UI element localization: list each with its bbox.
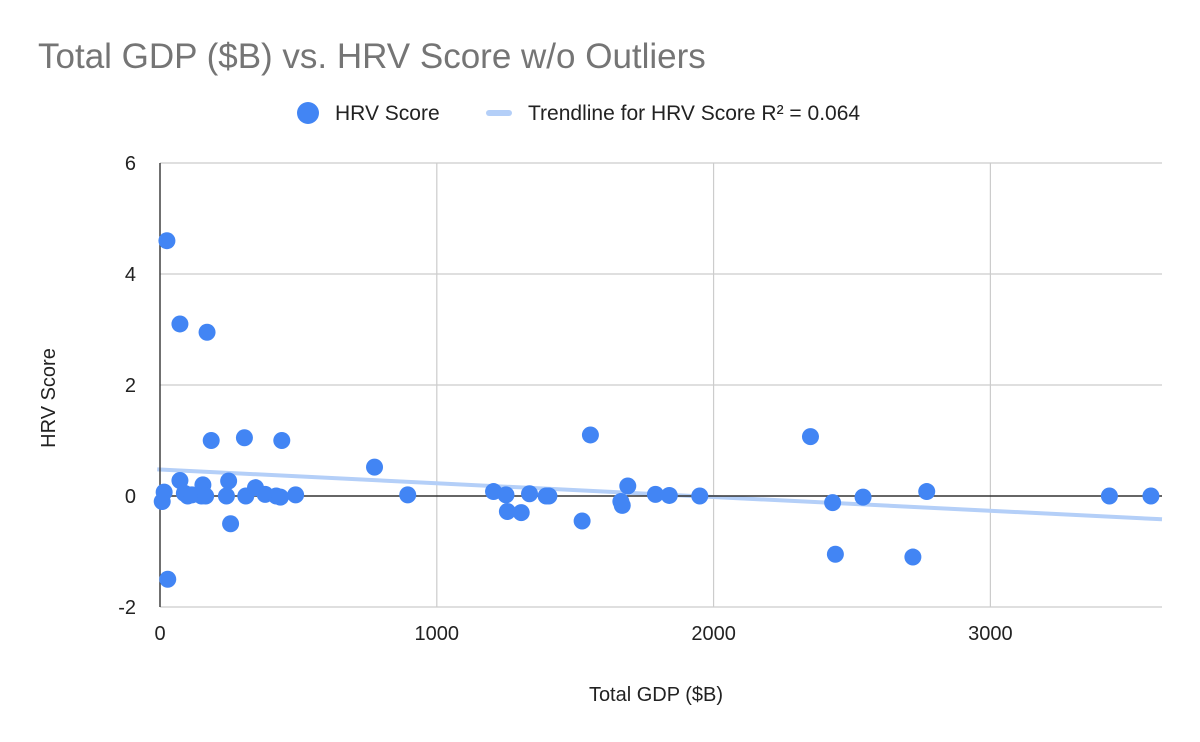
- y-axis-title: HRV Score: [38, 348, 60, 448]
- data-point: [646, 485, 664, 503]
- data-point: [497, 486, 515, 504]
- data-point: [512, 504, 530, 522]
- data-point: [171, 471, 189, 489]
- data-point: [498, 503, 516, 521]
- data-point: [691, 487, 709, 505]
- x-tick-label: 2000: [691, 623, 736, 645]
- data-point: [198, 323, 216, 341]
- data-point: [271, 488, 289, 506]
- data-point: [918, 483, 936, 501]
- data-point: [158, 232, 176, 250]
- data-point: [801, 428, 819, 446]
- data-point: [613, 496, 631, 514]
- data-point: [197, 487, 215, 505]
- y-tick-label: -2: [118, 597, 136, 619]
- data-point: [222, 515, 240, 533]
- x-tick-label: 0: [154, 623, 165, 645]
- data-point: [826, 545, 844, 563]
- data-point: [660, 486, 678, 504]
- x-tick-label: 3000: [968, 623, 1013, 645]
- data-point: [824, 494, 842, 512]
- data-point: [217, 487, 235, 505]
- y-tick-label: 0: [125, 486, 136, 508]
- data-point: [155, 483, 173, 501]
- data-point: [521, 485, 539, 503]
- data-point: [581, 426, 599, 444]
- data-point: [220, 472, 238, 490]
- y-tick-label: 4: [125, 264, 136, 286]
- y-tick-label: 2: [125, 375, 136, 397]
- tick-labels: -2 0 2 4 6 0 1000 2000 3000: [118, 153, 1012, 645]
- data-point: [619, 477, 637, 495]
- data-point: [399, 486, 417, 504]
- grid: [160, 162, 1162, 608]
- data-point: [854, 488, 872, 506]
- data-point: [171, 315, 189, 333]
- x-tick-label: 1000: [415, 623, 460, 645]
- chart-title: Total GDP ($B) vs. HRV Score w/o Outlier…: [38, 37, 706, 76]
- data-point: [287, 486, 305, 504]
- data-point: [540, 487, 558, 505]
- data-points: [153, 232, 1160, 588]
- data-point: [235, 429, 253, 447]
- y-tick-label: 6: [125, 153, 136, 175]
- legend-marker-hrv-score: [297, 102, 319, 124]
- data-point: [1100, 487, 1118, 505]
- data-point: [273, 432, 291, 449]
- data-point: [1142, 487, 1160, 505]
- legend-label-trendline: Trendline for HRV Score R² = 0.064: [528, 102, 860, 125]
- data-point: [202, 432, 220, 449]
- legend-label-hrv-score: HRV Score: [335, 102, 440, 125]
- legend-marker-trendline: [486, 110, 512, 116]
- data-point: [904, 548, 922, 566]
- data-point: [366, 458, 384, 476]
- data-point: [159, 570, 177, 588]
- x-axis-title: Total GDP ($B): [589, 684, 723, 706]
- legend: HRV Score Trendline for HRV Score R² = 0…: [297, 102, 860, 125]
- data-point: [573, 512, 591, 530]
